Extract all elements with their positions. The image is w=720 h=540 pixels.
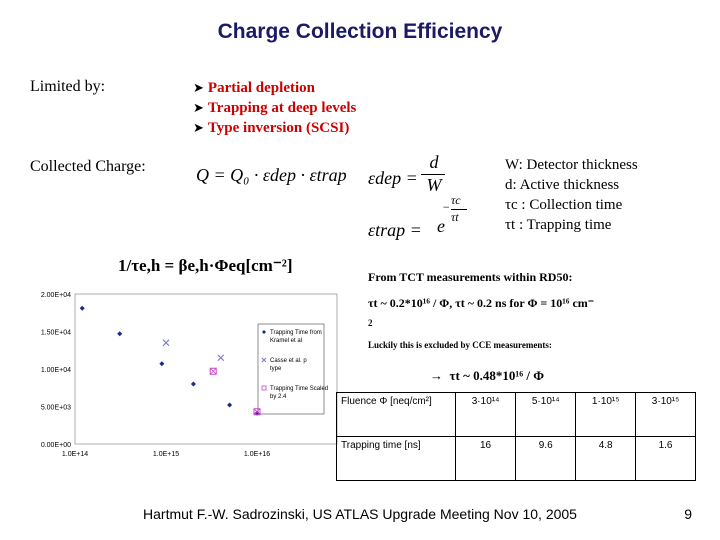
charge-equation: Q = Q₀ · εdep · εtrap — [196, 165, 347, 185]
table-row: Fluence Φ [neq/cm²] 3·10¹⁴ 5·10¹⁴ 1·10¹⁵… — [336, 392, 696, 437]
limit-item-2: ➤ Trapping at deep levels — [193, 100, 356, 117]
limit-item-1: ➤ Partial depletion — [193, 80, 315, 97]
chart-points — [79, 305, 261, 416]
data-point-x — [162, 339, 170, 347]
limit-item-2-text: Trapping at deep levels — [207, 100, 357, 116]
y-tick-label: 1.50E+04 — [41, 330, 71, 337]
y-tick-label: 0.00E+00 — [41, 442, 71, 449]
table-cell: 1.6 — [635, 436, 696, 481]
table-header-trapping: Trapping time [ns] — [336, 436, 456, 481]
arrow-bullet-icon: ➤ — [193, 121, 204, 136]
tct-heading: From TCT measurements within RD50: — [368, 270, 573, 284]
eps-dep-lhs: εdep = — [368, 168, 418, 188]
y-tick-label: 2.00E+04 — [41, 292, 71, 299]
data-point-diamond — [190, 381, 196, 387]
table-cell: 3·10¹⁴ — [454, 392, 517, 437]
footer: Hartmut F.-W. Sadrozinski, US ATLAS Upgr… — [143, 506, 577, 522]
eps-trap-exp-denominator: τt — [451, 210, 459, 224]
x-tick-label: 1.0E+14 — [62, 451, 88, 458]
legend-label: Trapping Time Scaled by 2.4 — [270, 386, 328, 400]
fraction-bar — [451, 209, 467, 210]
x-tick-label: 1.0E+16 — [244, 451, 270, 458]
tct-result-text: τt ~ 0.48*10¹⁶ / Φ — [449, 368, 545, 383]
limit-item-3-text: Type inversion (SCSI) — [207, 120, 350, 136]
table-header-fluence: Fluence Φ [neq/cm²] — [336, 392, 456, 437]
fraction-bar — [421, 174, 445, 175]
arrow-bullet-icon: ➤ — [193, 101, 204, 116]
trapping-chart: 2.00E+04 1.50E+04 1.00E+04 5.00E+03 0.00E+00… — [41, 292, 338, 458]
limited-by-label: Limited by: — [30, 78, 106, 95]
arrow-bullet-icon: ➤ — [193, 81, 204, 96]
definitions-list: W: Detector thickness d: Active thicknes… — [505, 155, 638, 235]
table-row: Trapping time [ns] 16 9.6 4.8 1.6 — [336, 436, 696, 481]
data-point-square — [253, 408, 261, 416]
table-cell: 5·10¹⁴ — [515, 392, 577, 437]
legend-label: Casse et al. p type — [270, 358, 307, 372]
y-tick-label: 5.00E+03 — [41, 405, 71, 412]
data-point-square-cross — [209, 367, 217, 375]
chart-legend-box — [257, 323, 325, 415]
trapping-formula: 1/τe,h = βe,h·Φeq[cm⁻²] — [118, 256, 293, 275]
x-tick-label: 1.0E+15 — [153, 451, 179, 458]
luckily-note: Luckily this is excluded by CCE measurem… — [368, 340, 552, 350]
data-point-diamond — [159, 361, 165, 367]
data-point-square — [209, 367, 217, 375]
chart-axes: 2.00E+04 1.50E+04 1.00E+04 5.00E+03 0.00E+00… — [41, 292, 270, 458]
table-cell: 4.8 — [575, 436, 637, 481]
definition-tau-c: τc : Collection time — [505, 197, 623, 213]
table-cell: 3·10¹⁵ — [635, 392, 696, 437]
eps-trap-lhs: εtrap = — [368, 220, 422, 240]
tct-result: → τt ~ 0.48*10¹⁶ / Φ — [430, 368, 544, 384]
table-cell: 16 — [454, 436, 517, 481]
eps-trap-minus: − — [442, 200, 451, 214]
legend-marker — [261, 385, 267, 391]
right-arrow-icon: → — [430, 368, 443, 383]
definition-w: W: Detector thickness — [505, 157, 638, 173]
legend-label: Trapping Time from Kramel et al — [270, 330, 322, 344]
legend-marker — [262, 330, 266, 334]
eps-dep-numerator: d — [429, 152, 439, 172]
chart-legend: Trapping Time from Kramel et al Casse et a… — [261, 330, 328, 400]
legend-marker — [261, 357, 267, 363]
collected-charge-label: Collected Charge: — [30, 158, 146, 175]
definition-tau-t: τt : Trapping time — [505, 217, 612, 233]
data-point-x — [217, 354, 225, 362]
limit-item-3: ➤ Type inversion (SCSI) — [193, 120, 349, 137]
table-cell: 9.6 — [515, 436, 577, 481]
tct-line-continuation: 2 — [368, 318, 373, 328]
slide-title: Charge Collection Efficiency — [217, 20, 503, 43]
table-cell: 1·10¹⁵ — [575, 392, 637, 437]
eps-trap-exp-numerator: τc — [451, 193, 461, 207]
data-point-diamond — [117, 331, 123, 337]
data-point-diamond — [227, 402, 233, 408]
tct-line: τt ~ 0.2*10¹⁶ / Φ, τt ~ 0.2 ns for Φ = 1… — [368, 296, 595, 310]
y-tick-label: 1.00E+04 — [41, 367, 71, 374]
data-point-diamond — [79, 305, 85, 311]
eps-trap-base: e — [437, 216, 445, 236]
eps-dep-denominator: W — [426, 175, 442, 195]
definition-d: d: Active thickness — [505, 177, 620, 193]
page-number: 9 — [684, 506, 692, 522]
fluence-table: Fluence Φ [neq/cm²] 3·10¹⁴ 5·10¹⁴ 1·10¹⁵… — [336, 392, 696, 481]
limit-item-1-text: Partial depletion — [207, 80, 315, 96]
data-point-square-cross — [253, 408, 261, 416]
